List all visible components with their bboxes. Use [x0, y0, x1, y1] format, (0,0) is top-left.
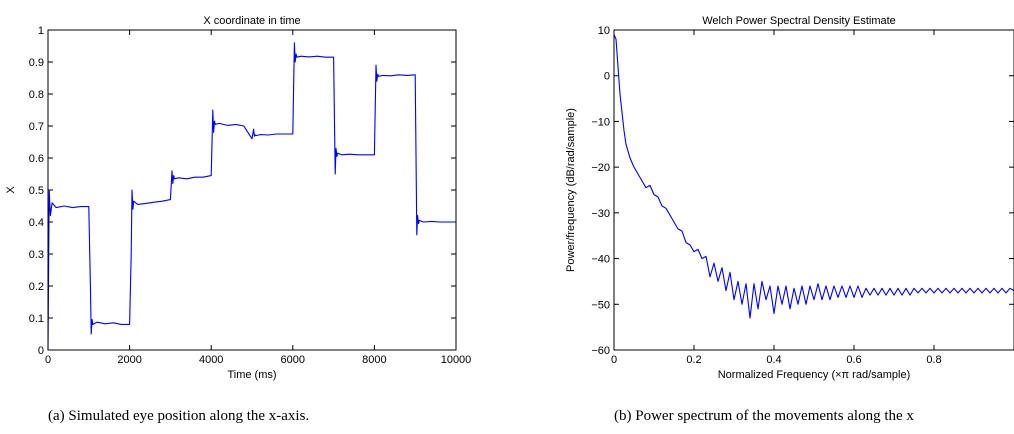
chart-b-xtick-label: 0.6	[846, 354, 861, 366]
caption-a: (a) Simulated eye position along the x-a…	[48, 408, 309, 424]
chart-b-ylabel: Power/frequency (dB/rad/sample)	[565, 108, 577, 272]
chart-a-ytick-label: 0.8	[29, 89, 44, 101]
chart-a-ytick-label: 0.2	[29, 281, 44, 293]
chart-b-ytick-label: −40	[591, 254, 610, 266]
chart-a-ticks: 0 2000 4000 6000 8000 10000 0 0.1 0.2 0.3 0.4 0.5 0.…	[29, 25, 472, 366]
chart-a-xtick-label: 6000	[281, 354, 305, 366]
chart-a-ylabel: X	[5, 186, 17, 194]
caption-b: (b) Power spectrum of the movements alon…	[614, 408, 914, 424]
chart-a-xtick-label: 0	[45, 354, 51, 366]
chart-b-xtick-label: 0.8	[926, 354, 941, 366]
chart-a-ytick-label: 0.6	[29, 153, 44, 165]
chart-a-ytick-label: 0.1	[29, 313, 44, 325]
chart-a-ytick-label: 0.3	[29, 249, 44, 261]
chart-b-ytick-label: −10	[591, 116, 610, 128]
chart-b-xtick-label: 0	[611, 354, 617, 366]
chart-b-series-line	[613, 34, 1014, 319]
chart-a-xtick-label: 2000	[117, 354, 141, 366]
chart-a-title: X coordinate in time	[203, 15, 300, 27]
chart-b-frame	[613, 29, 1014, 351]
chart-b-ytick-label: −30	[591, 208, 610, 220]
chart-b-ticks: 0 0.2 0.4 0.6 0.8 −60 −50 −40 −30 −20 −10 0 10	[591, 25, 1014, 366]
chart-a-xtick-label: 4000	[199, 354, 223, 366]
chart-b-xtick-label: 0.4	[766, 354, 781, 366]
chart-a-series-line	[47, 42, 456, 351]
chart-b-ytick-label: −50	[591, 299, 610, 311]
chart-a-xtick-label: 10000	[441, 354, 472, 366]
chart-a-xlabel: Time (ms)	[227, 369, 276, 381]
chart-b-ytick-label: 10	[598, 25, 610, 37]
chart-b-ytick-label: −20	[591, 162, 610, 174]
chart-b-title: Welch Power Spectral Density Estimate	[702, 15, 896, 27]
chart-a-ytick-label: 1	[38, 25, 44, 37]
chart-b-ytick-label: −60	[591, 345, 610, 357]
chart-a-xtick-label: 8000	[362, 354, 386, 366]
panel-a: X coordinate in time 0 2000 4000 6000 8000 10…	[5, 15, 471, 381]
chart-a-ytick-label: 0.5	[29, 185, 44, 197]
chart-a-ytick-label: 0.9	[29, 57, 44, 69]
chart-a-ytick-label: 0.7	[29, 121, 44, 133]
chart-b-ytick-label: 0	[604, 71, 610, 83]
chart-a-frame	[47, 29, 457, 351]
chart-b-xtick-label: 0.2	[686, 354, 701, 366]
chart-b-xlabel: Normalized Frequency (×π rad/sample)	[718, 369, 911, 381]
chart-a-ytick-label: 0.4	[29, 217, 44, 229]
chart-a-ytick-label: 0	[38, 345, 44, 357]
